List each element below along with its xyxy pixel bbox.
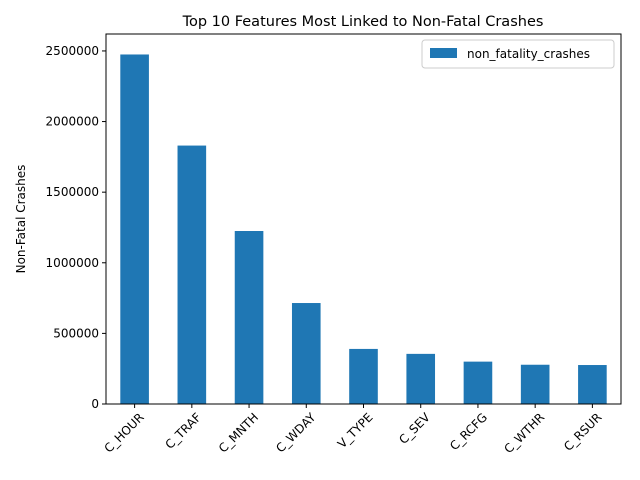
bars xyxy=(120,54,607,404)
bar-v-type xyxy=(349,348,378,404)
legend-box xyxy=(421,39,615,69)
x-tick-label: C_MNTH xyxy=(216,410,261,455)
bar-c-wday xyxy=(291,303,321,404)
y-tick-label: 1500000 xyxy=(46,185,99,199)
legend-label: non_fatality_crashes xyxy=(467,47,590,61)
x-tick-label: C_WTHR xyxy=(501,410,547,456)
bar-c-mnth xyxy=(234,231,264,404)
bar-c-wthr xyxy=(520,364,550,404)
x-axis-ticks: C_HOUR C_TRAF C_MNTH C_WDAY V_TYPE C_SEV C_RCF… xyxy=(101,404,605,456)
bar-c-rsur xyxy=(578,365,607,404)
y-tick-label: 2000000 xyxy=(46,115,99,129)
y-tick-label: 500000 xyxy=(53,326,99,340)
legend-swatch xyxy=(430,48,457,58)
x-tick-label: C_WDAY xyxy=(273,410,319,456)
y-tick-label: 2500000 xyxy=(46,44,99,58)
y-axis-label: Non-Fatal Crashes xyxy=(14,165,28,274)
legend: non_fatality_crashes xyxy=(421,39,615,69)
bar-c-rcfg xyxy=(463,361,493,404)
x-tick-label: V_TYPE xyxy=(335,410,376,451)
bar-c-sev xyxy=(406,353,436,404)
x-tick-label: C_RSUR xyxy=(561,410,604,453)
x-tick-label: C_TRAF xyxy=(162,410,204,452)
y-tick-label: 0 xyxy=(91,397,99,411)
plot-frame xyxy=(105,33,622,405)
chart-title: Top 10 Features Most Linked to Non-Fatal… xyxy=(182,14,544,30)
bar-c-hour xyxy=(120,54,149,404)
x-tick-label: C_SEV xyxy=(396,410,433,447)
y-axis-ticks: 0 500000 1000000 1500000 2000000 2500000 xyxy=(46,44,106,411)
x-tick-label: C_HOUR xyxy=(101,410,146,455)
x-tick-label: C_RCFG xyxy=(447,410,490,453)
bar-c-traf xyxy=(177,145,207,404)
y-tick-label: 1000000 xyxy=(46,256,99,270)
